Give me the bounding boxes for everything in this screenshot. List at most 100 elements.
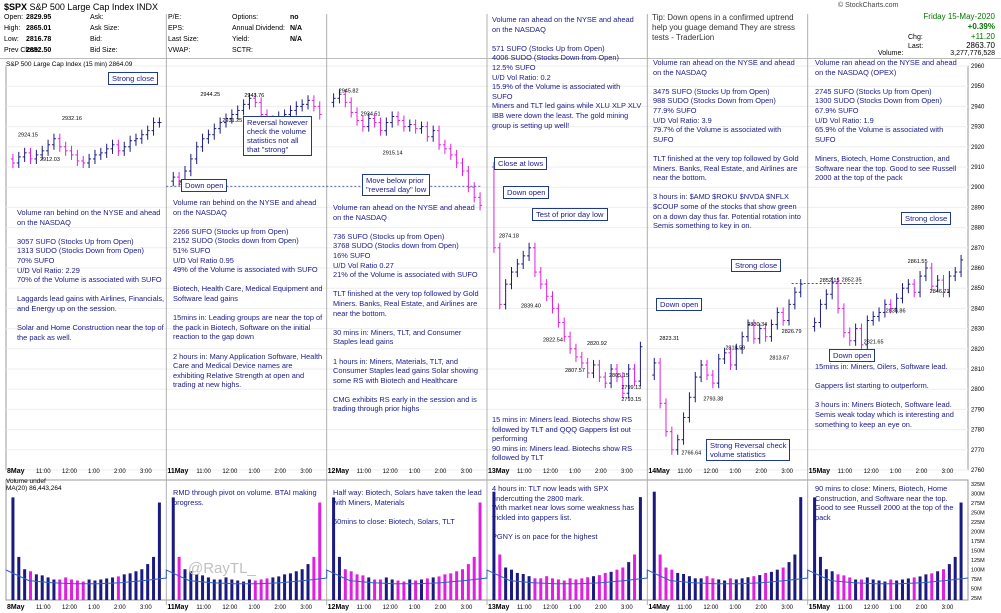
price-annotation: 2874.18	[499, 233, 519, 239]
price-annotation: 2934.51	[361, 111, 381, 117]
volume-bar	[676, 572, 680, 600]
volume-bar	[545, 576, 549, 600]
volume-bar	[75, 580, 79, 600]
last-label: Last:	[908, 43, 924, 50]
volume-bar	[682, 574, 686, 600]
time-label: 2:00	[755, 469, 767, 475]
volume-bar	[259, 579, 263, 600]
volume-bar	[111, 577, 115, 600]
volume-bar	[11, 497, 15, 600]
volume-tick-label: 250M	[971, 511, 985, 517]
volume-tick-label: 300M	[971, 492, 985, 498]
time-label-bottom: 11:00	[357, 605, 372, 611]
volume-bar	[848, 577, 852, 600]
header-label: Ask:	[90, 14, 104, 21]
price-annotation: 2852.15	[820, 278, 840, 284]
volume-bar	[443, 574, 447, 600]
volume-bar	[349, 571, 353, 600]
day-label-bottom: 12May	[328, 604, 350, 611]
time-label: 1:00	[248, 469, 260, 475]
day-label: 8May	[7, 468, 25, 475]
volume-bar	[638, 497, 642, 600]
volume-bar	[693, 578, 697, 600]
volume-bar	[70, 579, 74, 600]
volume-bar	[140, 569, 144, 600]
note-may13: Volume ran ahead on the NYSE and ahead o…	[492, 15, 642, 130]
volume-bar	[627, 562, 631, 600]
volume-bar	[189, 571, 193, 600]
time-label-bottom: 1:00	[729, 605, 741, 611]
day-label: 12May	[328, 468, 350, 475]
time-label: 11:00	[196, 469, 211, 475]
volume-tick-label: 325M	[971, 482, 985, 488]
time-label-bottom: 2:00	[274, 605, 286, 611]
time-label: 12:00	[543, 469, 559, 475]
time-label: 12:00	[864, 469, 880, 475]
callout-down-open-may11: Down open	[181, 179, 228, 192]
volume-bar	[283, 574, 287, 600]
volume-tick-label: 275M	[971, 501, 985, 507]
time-label-bottom: 1:00	[248, 605, 260, 611]
time-label-bottom: 11:00	[36, 605, 51, 611]
volume-bar	[527, 576, 531, 600]
time-label-bottom: 2:00	[595, 605, 607, 611]
volume-bar	[343, 569, 347, 600]
volume-bar	[288, 573, 292, 600]
volume-bar	[941, 569, 945, 600]
volume-bar	[171, 497, 175, 600]
time-label: 2:00	[595, 469, 607, 475]
callout-strong-close-may8: Strong close	[108, 72, 159, 85]
volume-bar	[836, 574, 840, 600]
header-label: Ask Size:	[90, 25, 120, 32]
price-annotation: 2944.25	[200, 92, 220, 98]
volume-bar	[670, 569, 674, 600]
time-label: 2:00	[435, 469, 447, 475]
volume-bar	[242, 581, 246, 600]
time-label-bottom: 3:00	[140, 605, 152, 611]
callout-down-open-may15: Down open	[829, 349, 876, 362]
time-label-bottom: 12:00	[864, 605, 880, 611]
price-annotation: 2915.14	[383, 151, 403, 157]
volume-bar	[568, 578, 572, 600]
volume-bar	[122, 574, 126, 600]
volume-bar	[769, 571, 773, 600]
volume-tick-label: 225M	[971, 520, 985, 526]
tip-text: Tip: Down opens in a confirmed uptrend h…	[652, 13, 796, 42]
change-pct: +0.39%	[967, 22, 995, 31]
volume-bar	[271, 577, 275, 600]
time-label: 1:00	[88, 469, 100, 475]
time-label-bottom: 3:00	[942, 605, 954, 611]
header-label: Low:	[4, 36, 19, 43]
volume-bar	[23, 569, 27, 600]
volume-bar	[787, 562, 791, 600]
callout-down-open-may14: Down open	[656, 298, 703, 311]
volume-bar	[889, 579, 893, 600]
volume-bar	[367, 577, 371, 600]
volume-bar	[918, 576, 922, 600]
time-label: 2:00	[114, 469, 126, 475]
volume-bar	[664, 567, 668, 600]
time-label: 2:00	[916, 469, 928, 475]
price-annotation: 2807.57	[565, 368, 585, 374]
time-label-bottom: 2:00	[916, 605, 928, 611]
time-label-bottom: 12:00	[703, 605, 719, 611]
header-value: 2829.95	[26, 14, 52, 21]
volume-bar	[206, 577, 210, 600]
volume-bar	[34, 574, 38, 600]
header-label: SCTR:	[232, 47, 253, 54]
volume-bar	[959, 502, 963, 600]
volume-bar	[236, 580, 240, 600]
volume-bar	[521, 574, 525, 600]
volume-bar	[396, 580, 400, 600]
volume-bar	[378, 579, 382, 600]
price-annotation: 2861.55	[908, 259, 928, 265]
volume-bar	[373, 579, 377, 600]
time-label: 3:00	[140, 469, 152, 475]
volume-bar	[466, 564, 470, 600]
volume-tick-label: 125M	[971, 558, 985, 564]
volume-bar	[912, 577, 916, 600]
price-annotation: 2826.79	[782, 329, 802, 335]
time-label-bottom: 12:00	[62, 605, 78, 611]
volume-bar	[52, 579, 56, 600]
